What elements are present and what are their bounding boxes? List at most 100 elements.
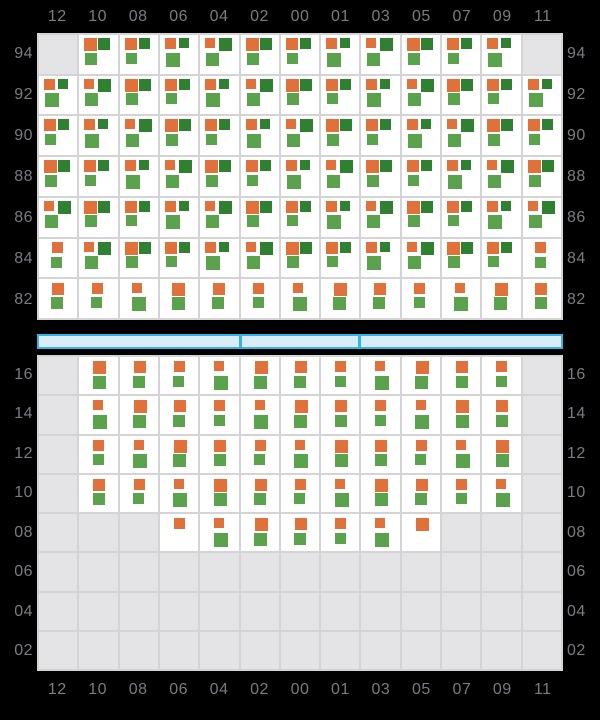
orange-square — [456, 361, 469, 373]
orange-square — [527, 119, 540, 132]
green-square — [45, 174, 57, 187]
grid-cell-empty — [442, 592, 481, 630]
dark-green-square — [138, 78, 151, 91]
grid-cell — [482, 197, 521, 237]
dark-green-square — [340, 78, 352, 90]
orange-square — [375, 361, 386, 371]
green-square — [374, 375, 389, 390]
green-square — [407, 215, 420, 228]
green-square — [327, 52, 342, 67]
grid-cell-empty — [39, 553, 78, 591]
dark-green-square — [299, 78, 312, 91]
dark-green-square — [541, 78, 552, 89]
orange-square — [93, 361, 107, 374]
orange-square — [366, 119, 379, 132]
dark-green-square — [98, 119, 109, 130]
grid-cell — [361, 435, 400, 473]
orange-square — [294, 518, 307, 530]
divider-bar-notch[interactable] — [238, 336, 242, 347]
dark-green-square — [58, 78, 68, 89]
grid-cell — [401, 396, 441, 434]
orange-square — [172, 282, 186, 296]
orange-square — [44, 119, 56, 132]
x-axis-tick-label: 07 — [452, 7, 472, 25]
orange-square — [245, 38, 259, 51]
dark-green-square — [299, 160, 310, 171]
dark-green-square — [380, 160, 393, 173]
dark-green-square — [501, 38, 512, 48]
grid-cell — [240, 474, 279, 512]
grid-cell — [361, 396, 400, 434]
orange-square — [415, 361, 429, 374]
x-axis-tick-label: 09 — [492, 7, 512, 25]
grid-cell-empty — [280, 553, 320, 591]
grid-cell-empty — [200, 631, 239, 669]
dark-green-square — [420, 78, 434, 92]
grid-panel-top — [37, 33, 563, 320]
grid-cell-empty — [119, 631, 158, 669]
orange-square — [456, 400, 470, 414]
orange-square — [447, 241, 461, 255]
green-square — [45, 133, 56, 145]
orange-square — [294, 361, 307, 373]
grid-cell — [321, 116, 360, 156]
grid-cell — [361, 238, 400, 278]
green-square — [45, 215, 58, 229]
dark-green-square — [461, 160, 472, 171]
grid-cell-empty — [39, 396, 78, 434]
green-square — [294, 493, 306, 505]
green-square — [367, 174, 380, 187]
green-square — [327, 256, 339, 268]
dark-green-square — [340, 160, 354, 174]
dark-green-square — [541, 200, 555, 214]
divider-scroll-bar[interactable] — [37, 334, 563, 349]
dark-green-square — [219, 241, 230, 252]
x-axis-tick-label: 04 — [209, 681, 229, 698]
grid-cell — [200, 435, 239, 473]
orange-square — [375, 439, 388, 452]
grid-cell — [79, 197, 118, 237]
grid-cell — [159, 238, 199, 278]
grid-cell — [401, 116, 441, 156]
orange-square — [527, 78, 539, 90]
orange-square — [205, 200, 216, 211]
orange-square — [133, 361, 146, 373]
orange-square — [454, 282, 465, 293]
grid-cell-empty — [39, 514, 78, 552]
grid-cell — [119, 474, 158, 512]
dark-green-square — [178, 200, 189, 211]
grid-cell — [39, 197, 78, 237]
orange-square — [487, 78, 500, 91]
green-square — [454, 297, 469, 312]
green-square — [286, 93, 299, 106]
green-square — [286, 256, 299, 269]
grid-cell — [79, 238, 118, 278]
grid-cell — [119, 396, 158, 434]
dark-green-square — [299, 119, 313, 133]
orange-square — [456, 478, 468, 490]
green-square — [246, 215, 259, 228]
dark-green-square — [420, 241, 434, 255]
green-square — [488, 215, 503, 230]
grid-cell — [401, 279, 441, 318]
y-axis-top-left: 94 92 90 88 86 84 82 — [0, 33, 33, 320]
divider-bar-notch[interactable] — [358, 336, 361, 347]
green-square — [173, 493, 188, 508]
dark-green-square — [58, 119, 69, 131]
green-square — [374, 414, 386, 426]
grid-cell — [522, 157, 561, 196]
green-square — [448, 215, 460, 227]
orange-square — [164, 38, 176, 49]
grid-cell-empty — [159, 592, 199, 630]
green-square — [334, 532, 346, 544]
grid-cell — [442, 357, 481, 395]
grid-cell — [442, 279, 481, 318]
orange-square — [44, 200, 54, 211]
y-axis-tick-label: 86 — [14, 208, 33, 226]
green-square — [286, 52, 298, 64]
x-axis-tick-label: 00 — [290, 7, 310, 25]
dark-green-square — [380, 119, 392, 131]
y-axis-tick-label: 14 — [14, 405, 33, 423]
grid-cell-empty — [482, 631, 521, 669]
orange-square — [245, 160, 258, 173]
